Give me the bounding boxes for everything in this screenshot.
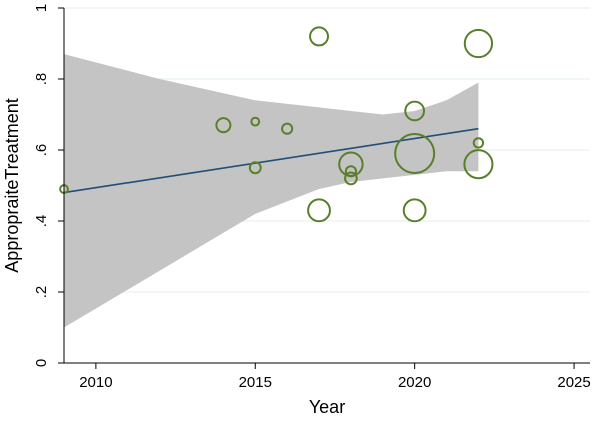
y-tick-label-3: .6: [33, 144, 50, 157]
data-point-11: [394, 133, 436, 175]
y-tick-label-5: 1: [33, 4, 50, 12]
axes: [63, 8, 590, 364]
data-point-8: [344, 165, 357, 178]
x-tick-label-1: 2015: [239, 374, 272, 391]
data-point-2: [250, 116, 261, 127]
data-point-10: [404, 100, 426, 122]
data-point-5: [309, 26, 330, 47]
x-tick-label-2: 2020: [398, 374, 431, 391]
data-point-4: [281, 122, 294, 135]
y-axis-title: AppropraiteTreatment: [2, 98, 22, 272]
confidence-band: [64, 54, 479, 328]
data-point-13: [463, 28, 494, 59]
data-point-9: [344, 171, 358, 186]
data-point-6: [307, 198, 331, 223]
data-point-1: [215, 117, 232, 134]
y-tick-label-0: 0: [33, 359, 50, 367]
data-point-3: [248, 161, 262, 175]
fit-line: [63, 127, 479, 194]
y-tick-label-1: .2: [33, 286, 50, 299]
data-point-15: [463, 149, 494, 180]
y-tick-label-4: .8: [33, 73, 50, 86]
x-axis-ticks: 2010 2015 2020 2025: [79, 363, 591, 391]
data-point-12: [402, 198, 427, 223]
data-point-14: [472, 137, 485, 149]
y-axis-ticks: 0 .2 .4 .6 .8 1: [33, 4, 64, 367]
x-tick-label-0: 2010: [79, 374, 112, 391]
x-tick-label-3: 2025: [557, 374, 590, 391]
y-tick-label-2: .4: [33, 215, 50, 228]
x-axis-title: Year: [309, 397, 345, 417]
